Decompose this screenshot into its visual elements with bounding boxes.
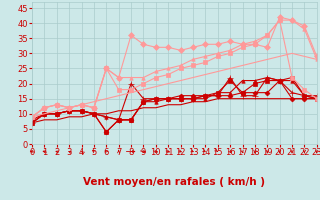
- X-axis label: Vent moyen/en rafales ( km/h ): Vent moyen/en rafales ( km/h ): [84, 177, 265, 187]
